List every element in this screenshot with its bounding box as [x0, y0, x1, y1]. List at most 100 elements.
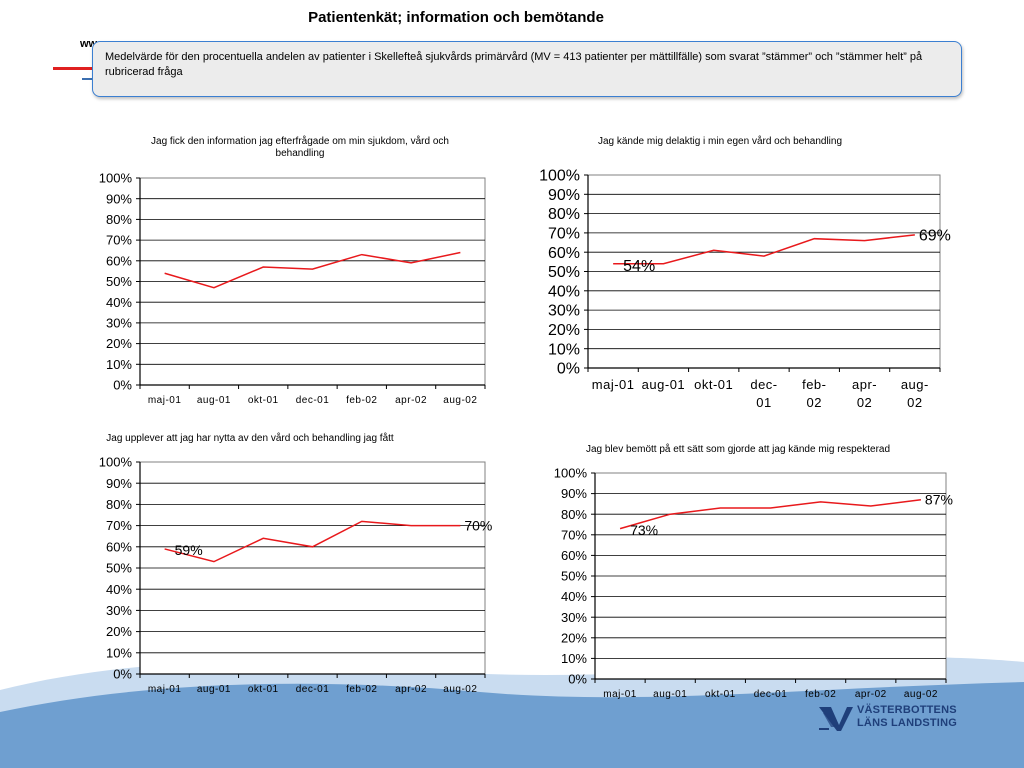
- y-tick-label: 40%: [106, 295, 132, 310]
- y-tick-label: 0%: [568, 672, 587, 687]
- y-tick-label: 20%: [106, 336, 132, 351]
- y-tick-label: 80%: [561, 507, 587, 522]
- x-tick-label: maj-01: [148, 395, 182, 406]
- y-tick-label: 60%: [106, 253, 132, 268]
- note-box: Medelvärde för den procentuella andelen …: [92, 41, 962, 97]
- x-tick-label: feb-02: [802, 377, 826, 410]
- slide-title: Patientenkät; information och bemötande: [308, 9, 604, 26]
- data-label: 70%: [464, 518, 492, 534]
- logo-line-1: VÄSTERBOTTENS: [857, 704, 957, 716]
- y-tick-label: 50%: [548, 264, 580, 281]
- y-tick-label: 30%: [106, 603, 132, 618]
- y-tick-label: 10%: [106, 357, 132, 372]
- y-tick-label: 90%: [106, 191, 132, 206]
- x-tick-label: aug-01: [642, 377, 685, 392]
- series-line: [619, 499, 922, 530]
- x-tick-label: feb-02: [346, 684, 377, 695]
- chart-svg: 0% 10% 20% 30% 40% 50% 60% 70% 80% 90% 100% maj-01 a…: [99, 455, 493, 695]
- y-tick-label: 20%: [106, 624, 132, 639]
- chart-svg: 0% 10% 20% 30% 40% 50% 60% 70% 80% 90% 100% maj-01 a…: [99, 171, 486, 406]
- y-tick-label: 20%: [561, 630, 587, 645]
- x-tick-label: aug-02: [901, 377, 929, 410]
- y-tick-label: 60%: [561, 548, 587, 563]
- x-tick-label: feb-02: [346, 395, 377, 406]
- x-tick-label: dec-01: [750, 377, 777, 410]
- y-tick-label: 40%: [548, 283, 580, 300]
- y-tick-label: 40%: [561, 589, 587, 604]
- chart-information: 0% 10% 20% 30% 40% 50% 60% 70% 80% 90% 100% maj-01 a…: [60, 168, 500, 408]
- x-tick-label: apr-02: [852, 377, 877, 410]
- x-tick-label: aug-01: [197, 684, 231, 695]
- y-tick-label: 0%: [113, 667, 132, 682]
- x-tick-label: okt-01: [705, 689, 736, 700]
- y-tick-label: 100%: [539, 168, 580, 185]
- chart-respekterad: 0% 10% 20% 30% 40% 50% 60% 70% 80% 90% 100% maj-01 a…: [500, 465, 970, 705]
- data-label: 59%: [175, 542, 203, 558]
- data-label: 73%: [630, 522, 658, 538]
- x-tick-label: maj-01: [603, 689, 637, 700]
- y-tick-label: 60%: [548, 245, 580, 262]
- background-wave: [0, 657, 1024, 768]
- y-tick-label: 10%: [561, 651, 587, 666]
- chart-4-title: Jag blev bemött på ett sätt som gjorde a…: [585, 444, 891, 455]
- y-tick-label: 50%: [106, 274, 132, 289]
- y-tick-label: 10%: [548, 341, 580, 358]
- y-tick-label: 90%: [548, 187, 580, 204]
- y-tick-label: 40%: [106, 582, 132, 597]
- x-tick-label: dec-01: [296, 395, 330, 406]
- x-tick-label: okt-01: [694, 377, 733, 392]
- x-tick-label: maj-01: [592, 377, 635, 392]
- x-tick-label: aug-02: [443, 395, 477, 406]
- x-tick-label: apr-02: [395, 395, 427, 406]
- chart-svg: 0% 10% 20% 30% 40% 50% 60% 70% 80% 90% 100% maj-01 a…: [554, 466, 953, 700]
- y-tick-label: 80%: [106, 212, 132, 227]
- y-tick-label: 70%: [106, 233, 132, 248]
- red-accent-line: [53, 67, 97, 70]
- blue-accent-line: [82, 78, 96, 80]
- y-tick-label: 70%: [106, 518, 132, 533]
- y-tick-label: 80%: [548, 206, 580, 223]
- y-tick-label: 60%: [106, 539, 132, 554]
- series-line: [164, 520, 461, 563]
- chart-delaktig: 0% 10% 20% 30% 40% 50% 60% 70% 80% 90% 100% maj-01 a…: [500, 165, 970, 420]
- x-tick-label: aug-01: [197, 395, 231, 406]
- y-tick-label: 90%: [561, 486, 587, 501]
- x-tick-label: aug-02: [904, 689, 938, 700]
- x-tick-label: okt-01: [248, 395, 279, 406]
- x-tick-label: okt-01: [248, 684, 279, 695]
- y-tick-label: 30%: [548, 303, 580, 320]
- y-tick-label: 30%: [561, 610, 587, 625]
- y-tick-label: 0%: [113, 378, 132, 393]
- series-line: [613, 234, 915, 265]
- x-tick-label: aug-01: [653, 689, 687, 700]
- chart-1-title: Jag fick den information jag efterfrågad…: [151, 136, 449, 159]
- logo-text: VÄSTERBOTTENS LÄNS LANDSTING: [857, 704, 957, 730]
- landsting-logo-icon: [819, 707, 853, 731]
- x-tick-label: apr-02: [855, 689, 887, 700]
- x-tick-label: maj-01: [148, 684, 182, 695]
- note-text: Medelvärde för den procentuella andelen …: [105, 51, 923, 78]
- chart-nytta: 0% 10% 20% 30% 40% 50% 60% 70% 80% 90% 100% maj-01 a…: [60, 452, 500, 695]
- y-tick-label: 50%: [106, 561, 132, 576]
- x-tick-label: dec-01: [754, 689, 788, 700]
- y-tick-label: 70%: [561, 527, 587, 542]
- y-tick-label: 80%: [106, 497, 132, 512]
- y-tick-label: 90%: [106, 476, 132, 491]
- logo-line-2: LÄNS LANDSTING: [857, 717, 957, 729]
- data-label: 69%: [919, 227, 951, 244]
- chart-3-title: Jag upplever att jag har nytta av den vå…: [106, 433, 394, 444]
- y-tick-label: 100%: [99, 455, 133, 470]
- y-tick-label: 100%: [99, 171, 133, 186]
- series-line: [164, 251, 461, 289]
- y-tick-label: 10%: [106, 645, 132, 660]
- chart-2-title: Jag kände mig delaktig i min egen vård o…: [597, 136, 843, 147]
- x-tick-label: aug-02: [443, 684, 477, 695]
- data-label: 87%: [925, 492, 953, 508]
- y-tick-label: 50%: [561, 569, 587, 584]
- y-tick-label: 70%: [548, 226, 580, 243]
- x-tick-label: feb-02: [805, 689, 836, 700]
- x-tick-label: dec-01: [296, 684, 330, 695]
- data-label: 54%: [623, 258, 655, 275]
- y-tick-label: 20%: [548, 322, 580, 339]
- chart-svg: 0% 10% 20% 30% 40% 50% 60% 70% 80% 90% 100% maj-01 a…: [539, 168, 951, 410]
